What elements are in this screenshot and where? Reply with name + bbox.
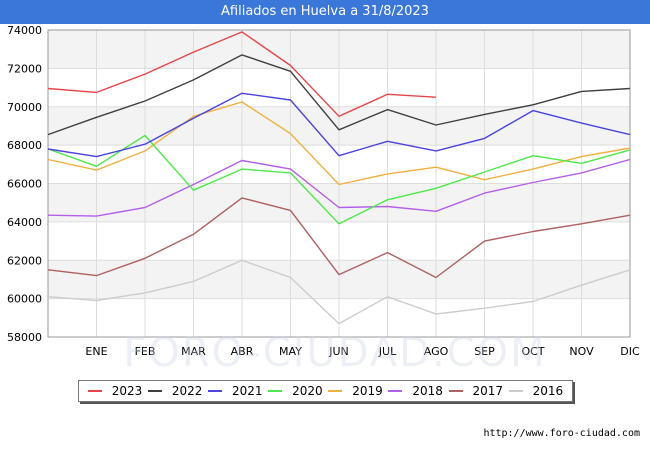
y-tick-label: 68000 bbox=[7, 139, 42, 152]
x-tick-label: MAY bbox=[279, 345, 302, 358]
y-tick-label: 60000 bbox=[7, 293, 42, 306]
series-line-2022 bbox=[47, 54, 631, 136]
x-tick-label: ABR bbox=[231, 345, 254, 358]
series-line-2020 bbox=[47, 134, 631, 225]
legend: 2023 2022 2021 2020 2019 2018 2017 2016 bbox=[78, 380, 573, 402]
y-tick-label: 72000 bbox=[7, 62, 42, 75]
legend-item-2021: 2021 bbox=[208, 384, 263, 398]
x-tick-label: SEP bbox=[474, 345, 495, 358]
y-tick-label: 58000 bbox=[7, 331, 42, 344]
legend-item-2016: 2016 bbox=[508, 384, 564, 398]
legend-item-2022: 2022 bbox=[147, 384, 203, 398]
x-tick-label: ENE bbox=[85, 345, 107, 358]
legend-label: 2019 bbox=[352, 384, 383, 398]
legend-swatch bbox=[208, 390, 223, 392]
legend-label: 2016 bbox=[532, 384, 564, 398]
legend-label: 2023 bbox=[111, 384, 143, 398]
plot-frame bbox=[47, 29, 631, 338]
legend-swatch bbox=[328, 390, 343, 392]
y-tick-label: 74000 bbox=[7, 24, 42, 37]
legend-swatch bbox=[388, 390, 403, 392]
x-tick-label: DIC bbox=[620, 345, 640, 358]
x-tick-label: JUL bbox=[378, 345, 397, 358]
x-tick-label: JUN bbox=[328, 345, 349, 358]
watermark: FORO-CIUDAD.COM bbox=[123, 330, 547, 376]
legend-label: 2020 bbox=[292, 384, 323, 398]
y-tick-label: 62000 bbox=[7, 254, 42, 267]
y-tick-label: 64000 bbox=[7, 216, 42, 229]
series-line-2016 bbox=[47, 259, 631, 325]
series-line-2021 bbox=[47, 92, 631, 158]
x-tick-label: AGO bbox=[424, 345, 449, 358]
x-tick-label: MAR bbox=[181, 345, 206, 358]
legend-item-2023: 2023 bbox=[87, 384, 143, 398]
legend-item-2020: 2020 bbox=[268, 384, 323, 398]
line-chart: 58000 60000 62000 64000 66000 68000 70000 72000… bbox=[7, 24, 640, 358]
x-tick-label: OCT bbox=[521, 345, 544, 358]
y-tick-label: 70000 bbox=[7, 101, 42, 114]
series-line-2018 bbox=[47, 158, 631, 217]
chart-title: Afiliados en Huelva a 31/8/2023 bbox=[0, 0, 650, 24]
x-tick-label: FEB bbox=[135, 345, 156, 358]
legend-swatch bbox=[87, 390, 102, 392]
legend-label: 2017 bbox=[472, 384, 504, 398]
legend-label: 2021 bbox=[232, 384, 263, 398]
x-axis-ticks: ENE FEB MAR ABR MAY JUN JUL AGO SEP OCT NOV DIC bbox=[85, 345, 640, 358]
legend-swatch bbox=[147, 390, 162, 392]
legend-swatch bbox=[448, 390, 463, 392]
series-lines bbox=[47, 31, 631, 325]
y-axis-ticks: 58000 60000 62000 64000 66000 68000 70000 72000… bbox=[7, 24, 42, 344]
legend-label: 2018 bbox=[412, 384, 443, 398]
axis-frame bbox=[47, 29, 631, 338]
legend-item-2018: 2018 bbox=[388, 384, 443, 398]
legend-swatch bbox=[508, 390, 523, 392]
series-line-2019 bbox=[47, 101, 631, 186]
source-url: http://www.foro-ciudad.com bbox=[483, 428, 640, 439]
legend-item-2017: 2017 bbox=[448, 384, 504, 398]
legend-item-2019: 2019 bbox=[328, 384, 383, 398]
legend-swatch bbox=[268, 390, 283, 392]
series-line-2023 bbox=[47, 31, 437, 118]
series-line-2017 bbox=[47, 197, 631, 279]
x-tick-label: NOV bbox=[569, 345, 594, 358]
y-tick-label: 66000 bbox=[7, 178, 42, 191]
legend-label: 2022 bbox=[171, 384, 203, 398]
